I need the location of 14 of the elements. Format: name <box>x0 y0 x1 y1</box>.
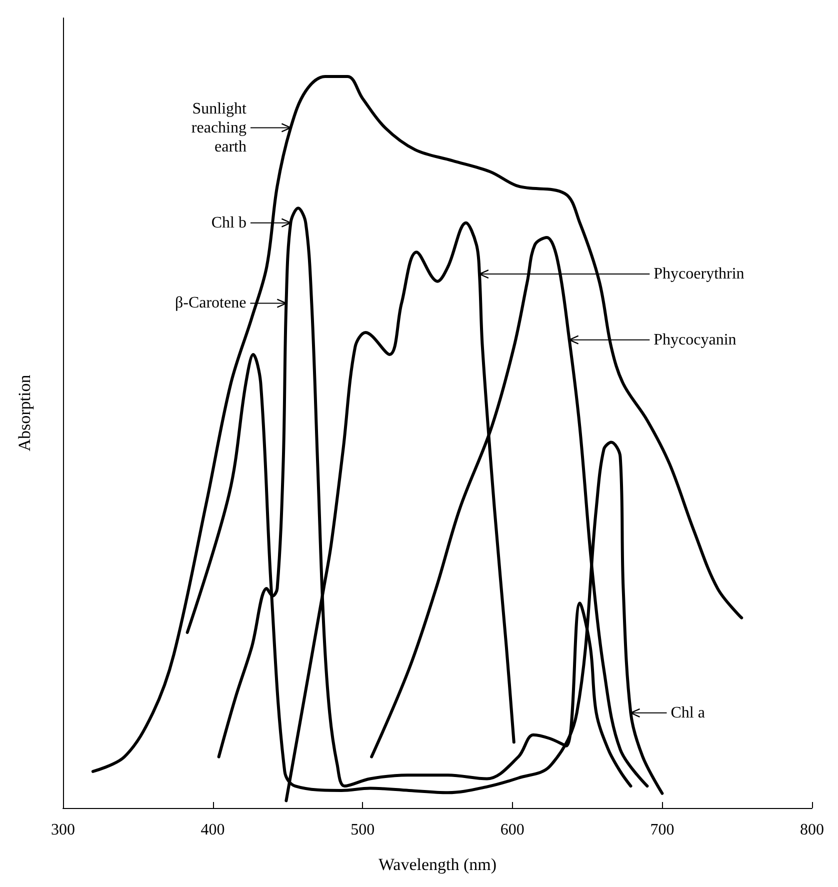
x-tick-label: 400 <box>200 822 225 838</box>
annotation: β-Carotene <box>174 294 246 313</box>
x-axis-title: Wavelength (nm) <box>378 855 497 874</box>
y-axis-title: Absorption <box>15 374 34 452</box>
annotation: Chl a <box>670 703 705 722</box>
annotation: Phycoerythrin <box>654 264 744 284</box>
x-tick-label: 500 <box>350 822 375 838</box>
annotation: Sunlight reaching earth <box>190 99 246 156</box>
x-tick-label: 700 <box>650 822 674 838</box>
annotation: Phycocyanin <box>654 330 736 350</box>
x-tick-label: 800 <box>800 822 824 838</box>
x-tick-label: 300 <box>51 822 75 838</box>
x-tick-label: 600 <box>500 822 524 838</box>
annotation: Chl b <box>211 213 246 232</box>
